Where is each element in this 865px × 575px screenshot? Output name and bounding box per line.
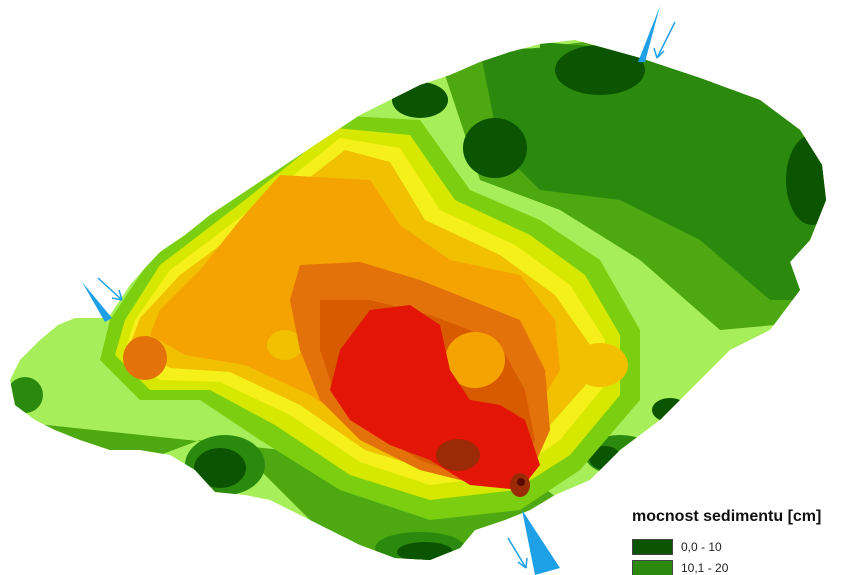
- outflow-arrowhead-icon: [517, 557, 528, 569]
- zone-darkgreen-e: [786, 135, 826, 225]
- zone-darkgreen-ne-1: [555, 45, 645, 95]
- legend-label: 10,1 - 20: [681, 560, 729, 575]
- outflow-wedge-icon: [522, 510, 560, 575]
- zone-gold-mid: [267, 330, 303, 360]
- zone-darkgreen-nw: [392, 82, 448, 118]
- inflow-wedge-icon: [638, 6, 660, 62]
- zone-darkgreen-se-2: [652, 398, 688, 422]
- zone-red: [330, 305, 540, 490]
- map-legend: mocnost sedimentu [cm] 0,0 - 10 10,1 - 2…: [632, 508, 865, 575]
- legend-item: 0,0 - 10: [632, 536, 865, 557]
- inflow-w: [82, 277, 123, 322]
- zone-darkgreen-n: [463, 118, 527, 178]
- inflow-ne: [638, 6, 676, 62]
- zone-darkred: [436, 439, 480, 471]
- zone-darkorange-w: [123, 336, 167, 380]
- zone-darkgreen-s: [397, 542, 453, 560]
- legend-swatch: [632, 559, 673, 575]
- outflow-arrow-icon: [507, 537, 527, 569]
- outflow-s: [507, 510, 560, 575]
- legend-label: 0,0 - 10: [681, 539, 722, 554]
- inflow-arrow-icon: [97, 277, 123, 301]
- inflow-wedge-icon: [82, 282, 112, 322]
- zone-darkgreen-sw: [194, 448, 246, 488]
- zone-gold-e: [572, 343, 628, 387]
- zone-midgreen-w: [10, 377, 43, 413]
- legend-title: mocnost sedimentu [cm]: [632, 508, 822, 525]
- inflow-arrow-icon: [656, 21, 676, 59]
- inflow-arrowhead-icon: [653, 47, 665, 59]
- legend-item: 10,1 - 20: [632, 557, 865, 575]
- inflow-arrowhead-icon: [111, 289, 123, 301]
- legend-swatch: [632, 538, 673, 555]
- zone-maroon: [517, 478, 525, 486]
- zone-orange-island: [445, 332, 505, 388]
